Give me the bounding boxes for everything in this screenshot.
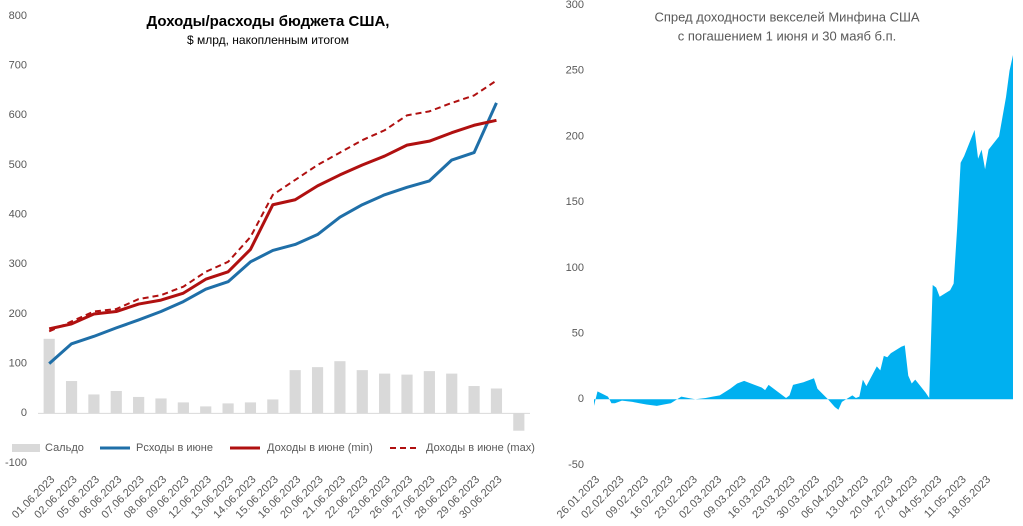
chart-subtitle: $ млрд, накопленным итогом xyxy=(187,33,349,47)
bar xyxy=(133,396,145,414)
y-tick-label: 400 xyxy=(9,209,27,221)
line xyxy=(48,79,498,333)
legend-label: Рсходы в июне xyxy=(136,442,213,454)
bar xyxy=(155,398,167,414)
y-tick-label: 700 xyxy=(9,60,27,72)
y-tick-label: 200 xyxy=(566,130,584,142)
bar xyxy=(490,388,503,414)
y-tick-label: 200 xyxy=(9,308,27,320)
y-tick-label: 600 xyxy=(9,109,27,121)
area xyxy=(594,54,1013,410)
y-tick-label: 0 xyxy=(578,393,584,405)
bar xyxy=(244,402,257,414)
chart-title: Доходы/расходы бюджета США, xyxy=(147,13,390,30)
bar xyxy=(401,374,413,414)
y-tick-label: 100 xyxy=(9,358,27,370)
y-tick-label: 500 xyxy=(9,159,27,171)
bar xyxy=(446,373,458,414)
bar xyxy=(513,413,525,431)
bar xyxy=(43,338,55,414)
bar xyxy=(334,361,346,414)
chart-subtitle: с погашением 1 июня и 30 маяб б.п. xyxy=(678,28,897,43)
line xyxy=(48,118,497,331)
y-tick-label: 800 xyxy=(9,10,27,22)
y-tick-label: 250 xyxy=(566,65,584,77)
bar xyxy=(177,402,189,414)
bar xyxy=(379,373,391,414)
y-tick-label: 100 xyxy=(566,262,584,274)
y-tick-label: -50 xyxy=(568,459,584,471)
bar xyxy=(356,370,368,414)
bar xyxy=(468,386,480,414)
bar xyxy=(200,406,212,414)
bar xyxy=(423,371,435,414)
bar xyxy=(289,370,301,414)
legend-label: Сальдо xyxy=(45,442,84,454)
chart-title: Спред доходности векселей Минфина США xyxy=(654,9,919,24)
y-tick-label: 300 xyxy=(9,258,27,270)
bar xyxy=(311,367,324,414)
y-tick-label: 150 xyxy=(566,196,584,208)
line xyxy=(48,102,498,365)
bar xyxy=(267,399,279,414)
bar xyxy=(110,390,122,414)
y-tick-label: 0 xyxy=(21,407,27,419)
legend-swatch xyxy=(12,444,40,452)
bar xyxy=(65,381,78,414)
bar xyxy=(88,394,100,414)
y-tick-label: 300 xyxy=(566,0,584,11)
legend-label: Доходы в июне (max) xyxy=(426,442,535,454)
y-tick-label: 50 xyxy=(572,327,584,339)
y-tick-label: -100 xyxy=(5,457,27,469)
bar xyxy=(222,403,234,414)
legend-label: Доходы в июне (min) xyxy=(267,442,373,454)
